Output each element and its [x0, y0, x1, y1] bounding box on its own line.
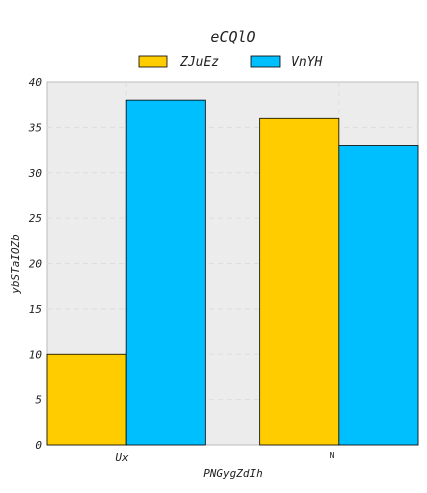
x-axis-label: PNGygZdIh — [203, 467, 263, 480]
y-tick-label: 25 — [29, 212, 42, 225]
y-tick-label: 5 — [35, 394, 42, 407]
legend-label-zjuez: ZJuEz — [179, 55, 219, 70]
legend-label-vnyh: VnYH — [291, 55, 322, 70]
legend: ZJuEz VnYH — [138, 55, 322, 70]
y-axis-label: ybSTaIOZb — [9, 234, 22, 295]
chart-title: eCQlO — [210, 28, 255, 46]
bar-zjuez-ux — [46, 353, 127, 446]
x-tick-label-ux: Ux — [115, 451, 129, 464]
y-tick-label: 30 — [28, 167, 43, 180]
legend-swatch-zjuez — [138, 55, 168, 68]
y-tick-label: 40 — [29, 76, 43, 89]
bar-vnyh-ux — [125, 99, 206, 446]
x-tick-label-n: N — [330, 451, 335, 460]
y-axis-ticks: 0 5 10 15 20 25 30 35 40 — [28, 76, 43, 452]
legend-swatch-vnyh — [250, 55, 281, 68]
y-tick-label: 15 — [29, 303, 42, 316]
bars — [46, 99, 419, 446]
y-tick-label: 0 — [35, 439, 42, 452]
y-tick-label: 10 — [29, 348, 43, 361]
bar-vnyh-n — [338, 145, 419, 446]
bar-zjuez-n — [259, 117, 340, 446]
y-tick-label: 20 — [29, 258, 43, 271]
y-tick-label: 35 — [28, 121, 42, 134]
